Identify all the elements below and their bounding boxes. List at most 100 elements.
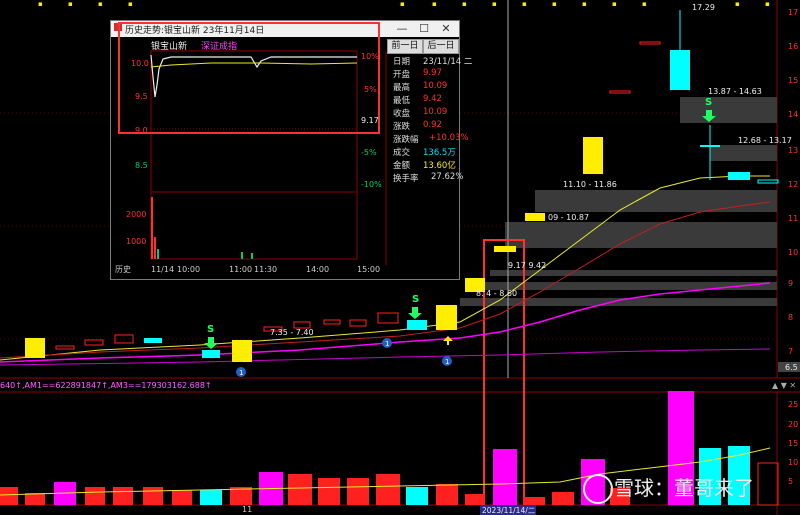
signal-s: S bbox=[705, 97, 712, 108]
down-arrow-icon bbox=[408, 307, 422, 319]
annotation-box bbox=[118, 22, 380, 134]
candle bbox=[639, 41, 661, 45]
price-tick: 15 bbox=[788, 76, 798, 85]
down-arrow-icon bbox=[204, 337, 218, 349]
time-tick: 11:30 bbox=[254, 265, 277, 274]
price-tick: 10 bbox=[788, 248, 798, 257]
zone-labels: 13.87 - 14.63 12.68 - 13.17 11.10 - 11.8… bbox=[270, 3, 792, 337]
zone-bands bbox=[460, 97, 777, 306]
volume-bar bbox=[0, 487, 18, 505]
signal-s: S bbox=[412, 294, 419, 305]
signal-s: S bbox=[207, 324, 214, 335]
sell-signals: S S S bbox=[204, 97, 716, 349]
price-tick: 8 bbox=[788, 313, 793, 322]
ma-red-line bbox=[0, 201, 771, 359]
next-day-button[interactable]: 后一日 bbox=[423, 39, 459, 54]
xueqiu-logo-icon bbox=[583, 474, 613, 504]
maximize-icon[interactable]: ☐ bbox=[419, 22, 429, 35]
volume-bars bbox=[0, 391, 779, 506]
candle bbox=[728, 172, 750, 180]
close-icon[interactable]: ✕ bbox=[441, 22, 451, 35]
intraday-volume-bar bbox=[251, 253, 253, 259]
volume-tick: 20 bbox=[788, 420, 798, 429]
zone-label: 13.87 - 14.63 bbox=[708, 87, 762, 96]
popup-title: 历史走势:银宝山新 23年11月14日 bbox=[125, 26, 265, 36]
popup-price-tick: 10.0 bbox=[131, 59, 149, 68]
index-name[interactable]: 深证成指 bbox=[201, 42, 238, 52]
volume-ma-line bbox=[0, 447, 771, 496]
stock-name: 银宝山新 bbox=[151, 42, 188, 52]
svg-text:▪: ▪ bbox=[98, 0, 103, 8]
popup-volume-tick: 1000 bbox=[126, 237, 146, 246]
info-badge: 1 bbox=[385, 340, 389, 348]
svg-text:▪: ▪ bbox=[400, 0, 405, 8]
candle bbox=[407, 320, 427, 330]
candle bbox=[494, 246, 516, 252]
volume-bar bbox=[728, 446, 750, 505]
info-badge: 1 bbox=[445, 358, 449, 366]
up-arrow-icon bbox=[443, 336, 453, 345]
pane-control-icon: ▲ ▼ ✕ bbox=[772, 381, 796, 390]
price-tick: 11 bbox=[788, 214, 798, 223]
intraday-volume-bar bbox=[157, 249, 159, 259]
volume-tick: 10 bbox=[788, 458, 798, 467]
avg-price-line bbox=[150, 62, 358, 68]
volume-bar bbox=[172, 490, 192, 505]
candle bbox=[757, 179, 779, 184]
info-badges[interactable]: 1 1 1 bbox=[236, 338, 452, 377]
minimize-icon[interactable]: — bbox=[396, 22, 408, 35]
price-tick: 14 bbox=[788, 110, 798, 119]
info-change: 涨跌 0.92 bbox=[393, 120, 442, 132]
price-tick: 12 bbox=[788, 180, 798, 189]
volume-bar bbox=[25, 493, 45, 505]
volume-bar bbox=[406, 487, 428, 505]
candle bbox=[349, 319, 367, 327]
popup-price-tick: 8.5 bbox=[135, 161, 148, 170]
volume-bar bbox=[288, 474, 312, 505]
intraday-volume-bar bbox=[241, 252, 243, 259]
volume-bar bbox=[436, 484, 458, 505]
candle bbox=[465, 278, 485, 292]
prev-day-button[interactable]: 前一日 bbox=[387, 39, 423, 54]
svg-text:▪: ▪ bbox=[492, 0, 497, 8]
candle bbox=[144, 338, 162, 343]
high-price-label: 17.29 bbox=[692, 3, 715, 12]
candle bbox=[436, 305, 457, 330]
price-tick: 16 bbox=[788, 42, 798, 51]
popup-price-tick: 9.0 bbox=[135, 126, 148, 135]
popup-volume-tick: 2000 bbox=[126, 210, 146, 219]
svg-text:▪: ▪ bbox=[582, 0, 587, 8]
price-tick: 17 bbox=[788, 8, 798, 17]
time-tick: 11:00 bbox=[229, 265, 252, 274]
price-line bbox=[150, 54, 357, 98]
volume-tick: 15 bbox=[788, 439, 798, 448]
price-tick: 9 bbox=[788, 279, 793, 288]
info-high: 最高 10.09 bbox=[393, 81, 448, 93]
volume-bar bbox=[552, 492, 574, 505]
svg-text:▪: ▪ bbox=[462, 0, 467, 8]
intraday-volume-bar bbox=[154, 237, 156, 259]
volume-bar bbox=[523, 497, 545, 505]
volume-bar bbox=[376, 474, 400, 505]
intraday-volume-bar bbox=[151, 197, 153, 259]
candle bbox=[232, 340, 252, 362]
volume-tick: 5 bbox=[788, 477, 793, 486]
price-axis-labels: 17 16 15 14 13 12 11 10 9 8 7 6.5 bbox=[778, 8, 800, 372]
svg-text:▪: ▪ bbox=[522, 0, 527, 8]
candles bbox=[25, 10, 779, 362]
svg-text:▪: ▪ bbox=[612, 0, 617, 8]
history-popup[interactable]: 历史走势:银宝山新 23年11月14日 — ☐ ✕ 银宝山新 深证成指 前一日 … bbox=[110, 20, 472, 280]
info-open: 开盘 9.97 bbox=[393, 68, 442, 80]
candle bbox=[55, 345, 75, 350]
info-badge: 1 bbox=[239, 369, 243, 377]
volume-bar bbox=[668, 391, 694, 505]
svg-text:▪: ▪ bbox=[68, 0, 73, 8]
info-volume: 成交 136.5万 bbox=[393, 148, 456, 158]
price-tick-current: 6.5 bbox=[785, 363, 798, 372]
volume-bar bbox=[230, 487, 252, 505]
date-tick: 11 bbox=[242, 505, 252, 514]
intraday-chart: 10.0 9.5 9.0 8.5 10% 5% -5% -10% 9.17 20… bbox=[115, 50, 387, 274]
time-tick: 10:00 bbox=[177, 265, 200, 274]
info-low: 最低 9.42 bbox=[393, 94, 442, 106]
